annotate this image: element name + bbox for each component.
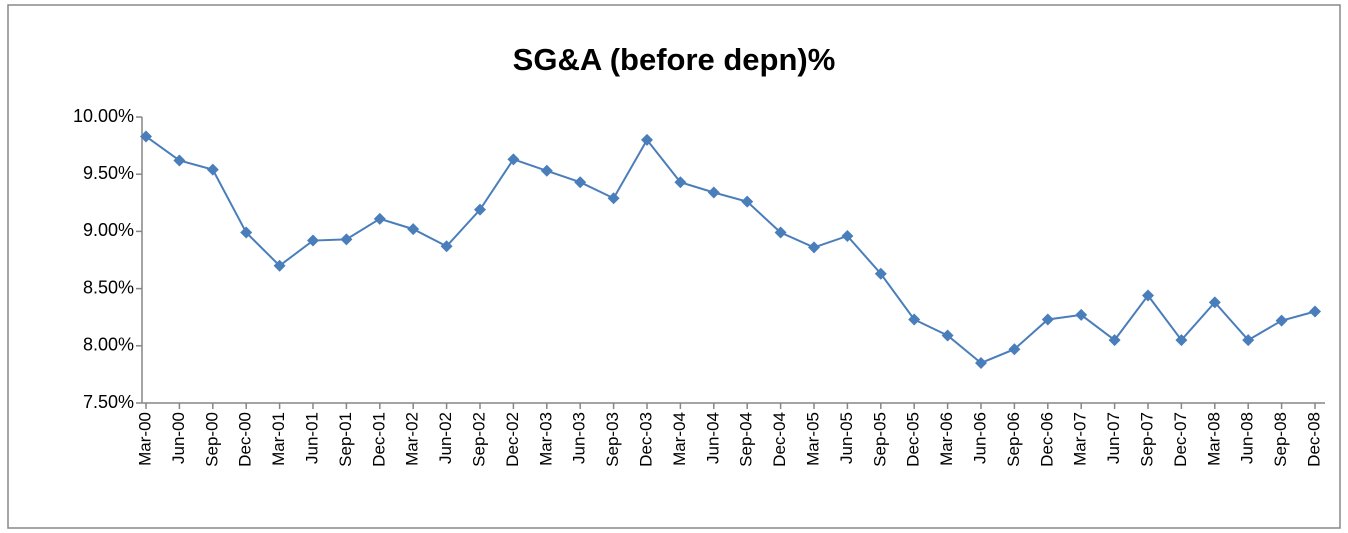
x-tick-label: Mar-04 — [670, 412, 689, 466]
data-point — [273, 259, 286, 272]
data-point — [1275, 314, 1288, 327]
x-tick-label: Dec-08 — [1304, 412, 1323, 467]
data-point — [1108, 334, 1121, 347]
x-tick-label: Jun-04 — [703, 412, 722, 464]
x-tick-label: Mar-05 — [803, 412, 822, 466]
x-tick-label: Mar-02 — [403, 412, 422, 466]
x-tick-label: Jun-02 — [436, 412, 455, 464]
x-tick-label: Mar-06 — [937, 412, 956, 466]
chart-title: SG&A (before depn)% — [513, 42, 836, 77]
data-point — [1242, 334, 1255, 347]
data-point — [407, 223, 420, 236]
x-tick-label: Sep-00 — [202, 412, 221, 467]
data-point — [540, 164, 553, 177]
x-tick-label: Jun-08 — [1238, 412, 1257, 464]
data-point — [440, 240, 453, 253]
x-tick-label: Mar-07 — [1071, 412, 1090, 466]
x-tick-label: Jun-07 — [1104, 412, 1123, 464]
data-point — [841, 229, 854, 242]
x-tick-label: Dec-06 — [1037, 412, 1056, 467]
x-tick-label: Jun-00 — [169, 412, 188, 464]
x-tick-label: Sep-01 — [336, 412, 355, 467]
data-point — [607, 192, 620, 205]
x-tick-label: Dec-03 — [636, 412, 655, 467]
x-tick-label: Mar-01 — [269, 412, 288, 466]
x-tick-label: Mar-03 — [536, 412, 555, 466]
data-point — [206, 163, 219, 176]
data-point — [1175, 334, 1188, 347]
data-point — [808, 241, 820, 254]
data-point — [574, 176, 587, 189]
data-point — [874, 267, 887, 280]
data-point — [140, 130, 152, 143]
data-point — [774, 226, 787, 239]
data-point — [1142, 289, 1154, 302]
data-point — [1309, 305, 1321, 318]
x-tick-label: Mar-00 — [135, 412, 154, 466]
x-tick-label: Jun-06 — [970, 412, 989, 464]
x-tick-label: Dec-00 — [236, 412, 255, 467]
chart-border — [7, 4, 1341, 529]
y-tick-label: 8.50% — [83, 277, 134, 297]
y-tick-label: 9.50% — [83, 163, 134, 183]
y-tick-label: 7.50% — [83, 392, 134, 412]
x-tick-label: Jun-01 — [302, 412, 321, 464]
x-tick-label: Jun-03 — [570, 412, 589, 464]
data-point — [641, 133, 653, 146]
x-tick-label: Jun-05 — [837, 412, 856, 464]
x-tick-label: Dec-05 — [904, 412, 923, 467]
data-point — [674, 176, 687, 189]
x-tick-label: Dec-02 — [503, 412, 522, 467]
data-point — [1208, 296, 1221, 309]
y-tick-label: 9.00% — [83, 220, 134, 240]
x-tick-label: Sep-03 — [603, 412, 622, 467]
data-point — [741, 195, 754, 208]
x-tick-label: Mar-08 — [1204, 412, 1223, 466]
data-point — [908, 313, 921, 326]
data-point — [1008, 343, 1021, 356]
data-point — [340, 233, 353, 246]
data-point — [240, 226, 253, 239]
x-tick-label: Sep-04 — [737, 412, 756, 467]
data-point — [1075, 308, 1088, 321]
data-point — [307, 234, 319, 247]
x-tick-label: Sep-05 — [870, 412, 889, 467]
x-tick-label: Dec-01 — [369, 412, 388, 467]
x-tick-label: Dec-04 — [770, 412, 789, 467]
y-tick-label: 8.00% — [83, 335, 134, 355]
data-point — [975, 356, 987, 369]
data-point — [941, 329, 954, 342]
x-tick-label: Sep-08 — [1271, 412, 1290, 467]
x-tick-label: Sep-07 — [1137, 412, 1156, 467]
data-point — [507, 153, 520, 166]
data-point — [474, 203, 486, 216]
x-tick-label: Sep-06 — [1004, 412, 1023, 467]
x-tick-label: Sep-02 — [469, 412, 488, 467]
y-tick-label: 10.00% — [73, 106, 134, 126]
data-point — [373, 212, 386, 225]
data-point — [173, 154, 186, 167]
x-tick-label: Dec-07 — [1171, 412, 1190, 467]
data-point — [1041, 313, 1054, 326]
data-point — [707, 186, 720, 199]
